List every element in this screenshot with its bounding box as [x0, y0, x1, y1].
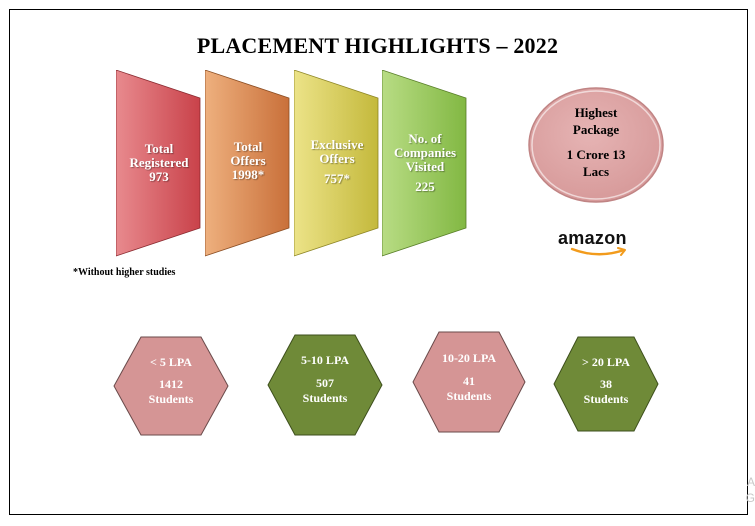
hexagon-unit: Students — [148, 392, 194, 406]
badge-value-1: 1 Crore 13 — [566, 147, 626, 162]
panel-shape — [205, 70, 290, 257]
hexagon-unit: Students — [302, 391, 348, 405]
corner-watermark: A G — [745, 475, 755, 505]
stat-panel-exclusive-offers: Exclusive Offers 757* — [294, 70, 380, 258]
hexagon-shape — [267, 334, 383, 436]
highest-package-badge: Highest Package 1 Crore 13 Lacs — [526, 85, 666, 205]
hexagon-count: 41 — [463, 374, 475, 388]
stat-value: 757* — [324, 171, 350, 186]
page-title: PLACEMENT HIGHLIGHTS – 2022 — [196, 33, 559, 58]
hexagon-range: < 5 LPA — [150, 355, 192, 369]
badge-value-2: Lacs — [583, 164, 609, 179]
stat-label-line-1: Total — [144, 141, 174, 156]
stat-panel-total-registered: Total Registered 973 — [116, 70, 202, 258]
hexagon-range: 5-10 LPA — [300, 353, 350, 367]
footnote: *Without higher studies — [73, 267, 176, 278]
hexagon-band-over-20: > 20 LPA 38 Students — [552, 336, 660, 432]
hexagon-range: 10-20 LPA — [441, 351, 497, 365]
hexagon-unit: Students — [446, 389, 492, 403]
stat-label-line-3: Visited — [405, 159, 445, 174]
stat-label-line-2: Registered — [129, 155, 189, 170]
stat-label-line-2: Offers — [319, 151, 355, 166]
stat-value: 225 — [415, 179, 435, 194]
hexagon-count: 1412 — [159, 377, 183, 391]
stat-label-line-1: Total — [233, 139, 263, 154]
hexagon-unit: Students — [583, 392, 629, 406]
stat-value: 1998* — [231, 167, 265, 182]
stat-panel-companies-visited: No. of Companies Visited 225 — [382, 70, 468, 258]
hexagon-count: 38 — [600, 377, 612, 391]
stat-value: 973 — [149, 169, 169, 184]
panel-shape — [382, 70, 467, 257]
badge-label-2: Package — [572, 122, 620, 137]
stat-label-line-1: No. of — [408, 131, 442, 146]
hexagon-band-10-20: 10-20 LPA 41 Students — [411, 331, 527, 433]
amazon-logo: amazon — [558, 228, 648, 258]
hexagon-shape — [553, 336, 659, 432]
panel-shape — [294, 70, 379, 257]
hexagon-range: > 20 LPA — [582, 355, 630, 369]
stat-label-line-2: Offers — [230, 153, 266, 168]
stat-panel-total-offers: Total Offers 1998* — [205, 70, 291, 258]
badge-label-1: Highest — [574, 105, 618, 120]
hexagon-shape — [113, 336, 229, 436]
stat-label-line-1: Exclusive — [310, 137, 364, 152]
hexagon-band-under-5: < 5 LPA 1412 Students — [112, 336, 230, 436]
stat-label-line-2: Companies — [393, 145, 457, 160]
badge-circle — [528, 87, 664, 203]
amazon-smile-icon — [570, 247, 626, 256]
hexagon-shape — [412, 331, 526, 433]
amazon-wordmark: amazon — [558, 228, 627, 248]
hexagon-count: 507 — [316, 376, 334, 390]
hexagon-band-5-10: 5-10 LPA 507 Students — [266, 334, 384, 436]
panel-shape — [116, 70, 201, 257]
